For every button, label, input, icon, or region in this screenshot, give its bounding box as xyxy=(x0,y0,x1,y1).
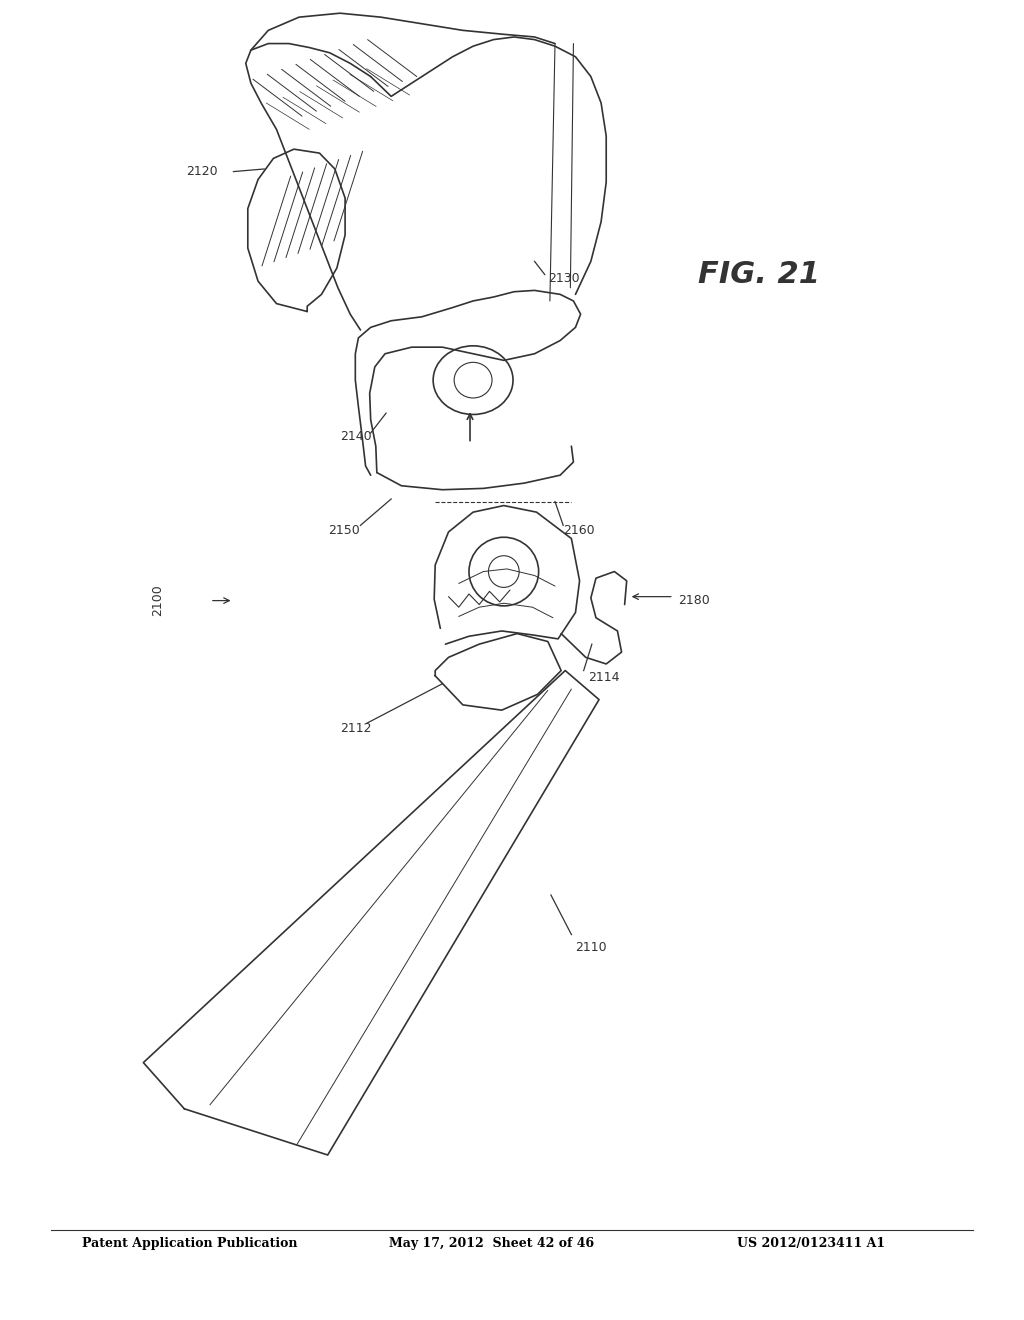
Text: US 2012/0123411 A1: US 2012/0123411 A1 xyxy=(737,1237,886,1250)
Text: Patent Application Publication: Patent Application Publication xyxy=(82,1237,297,1250)
Text: 2112: 2112 xyxy=(340,722,372,735)
Text: May 17, 2012  Sheet 42 of 46: May 17, 2012 Sheet 42 of 46 xyxy=(389,1237,594,1250)
Text: 2140: 2140 xyxy=(340,430,372,444)
Text: 2114: 2114 xyxy=(588,671,620,684)
Text: 2110: 2110 xyxy=(575,941,607,954)
Text: 2150: 2150 xyxy=(328,524,359,537)
Text: 2160: 2160 xyxy=(563,524,595,537)
Text: 2180: 2180 xyxy=(678,594,710,607)
Text: FIG. 21: FIG. 21 xyxy=(698,260,820,289)
Text: 2100: 2100 xyxy=(152,585,165,616)
Text: 2130: 2130 xyxy=(548,272,580,285)
Text: 2120: 2120 xyxy=(186,165,218,178)
